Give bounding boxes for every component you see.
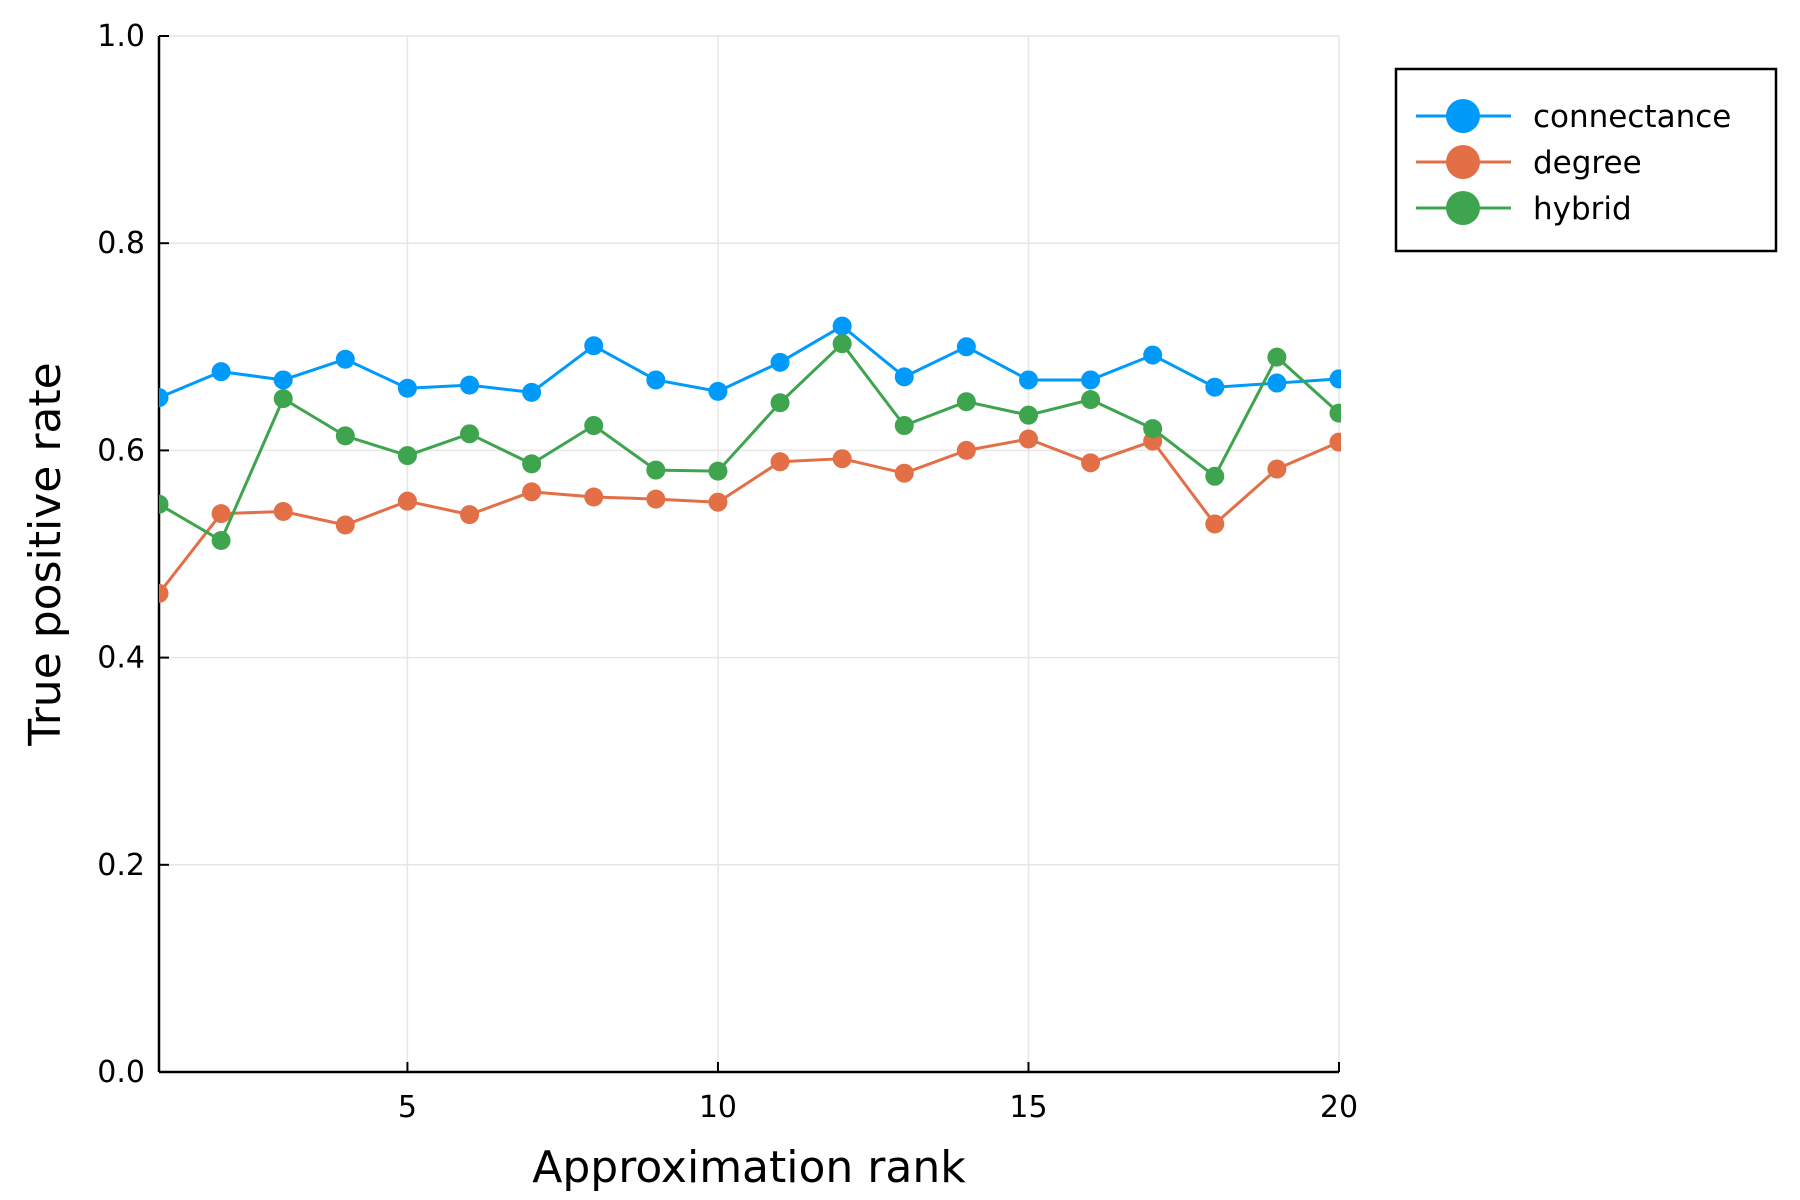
ticks: 5 10 15 20 0.0 0.2 0.4 0.6 0.8 1.0 [97,19,1358,1125]
data-point-hybrid [584,416,604,436]
data-point-connectance [1267,373,1287,393]
data-point-hybrid [1081,390,1101,410]
data-point-hybrid [211,531,231,551]
data-point-hybrid [894,416,914,436]
series-line-degree [159,437,1340,595]
data-point-degree [159,583,169,603]
data-point-degree [894,463,914,483]
data-point-connectance [335,349,355,369]
legend-label: degree [1533,145,1642,181]
data-point-hybrid [159,494,169,514]
series-layer [159,316,1341,603]
data-point-connectance [1329,369,1341,389]
data-point-connectance [1205,377,1225,397]
data-point-connectance [832,316,852,336]
data-point-hybrid [1329,403,1341,423]
data-point-connectance [159,388,169,408]
data-point-connectance [397,378,417,398]
legend-label: connectance [1533,99,1731,135]
data-point-connectance [584,336,604,356]
data-point-connectance [1018,370,1038,390]
x-axis-title: Approximation rank [532,1142,966,1193]
data-point-degree [646,489,666,509]
series-line-connectance [159,324,1340,399]
legend-label: hybrid [1533,191,1632,227]
data-point-degree [832,449,852,469]
series-hybrid [159,334,1341,551]
data-point-connectance [1143,345,1163,365]
data-point-hybrid [397,446,417,466]
data-point-connectance [522,382,542,402]
data-point-degree [1018,429,1038,449]
x-tick-label: 20 [1320,1090,1358,1125]
data-point-hybrid [708,461,728,481]
data-point-connectance [460,375,480,395]
data-point-degree [708,492,728,512]
data-point-connectance [956,337,976,357]
data-point-degree [211,504,231,524]
data-point-hybrid [460,424,480,444]
y-tick-label: 0.6 [97,433,145,468]
data-point-degree [956,440,976,460]
legend-item-hybrid: hybrid [1416,191,1632,227]
y-tick-label: 0.2 [97,848,145,883]
y-tick-label: 0.0 [97,1055,145,1090]
data-point-connectance [708,381,728,401]
data-point-hybrid [1267,347,1287,367]
data-point-degree [460,505,480,525]
data-point-hybrid [770,393,790,413]
data-point-degree [1267,459,1287,479]
data-point-hybrid [646,460,666,480]
data-point-hybrid [832,334,852,354]
legend-swatch-marker [1446,145,1480,179]
series-line-hybrid [159,342,1341,543]
data-point-hybrid [1143,419,1163,439]
data-point-hybrid [956,392,976,412]
series-connectance [159,316,1341,408]
data-point-degree [1205,514,1225,534]
legend-item-connectance: connectance [1416,99,1731,135]
data-point-hybrid [1018,405,1038,425]
legend-item-degree: degree [1416,145,1642,181]
data-point-hybrid [1205,466,1225,486]
data-point-hybrid [522,454,542,474]
data-point-connectance [894,367,914,387]
data-point-connectance [273,370,293,390]
data-point-hybrid [273,389,293,409]
axes [157,36,1339,1074]
y-tick-label: 0.4 [97,641,145,676]
data-point-degree [770,452,790,472]
y-axis-title: True positive rate [20,362,71,746]
data-point-degree [397,491,417,511]
series-degree [159,429,1341,603]
data-point-degree [584,487,604,507]
data-point-degree [522,482,542,502]
x-tick-label: 15 [1009,1090,1047,1125]
legend-swatch-marker [1446,191,1480,225]
legend: connectance degree hybrid [1394,67,1778,253]
data-point-connectance [211,362,231,382]
data-point-hybrid [335,426,355,446]
data-point-degree [273,502,293,522]
data-point-connectance [646,370,666,390]
data-point-degree [1329,432,1341,452]
x-tick-label: 5 [398,1090,417,1125]
data-point-connectance [1081,370,1101,390]
y-tick-label: 0.8 [97,226,145,261]
x-tick-label: 10 [699,1090,737,1125]
data-point-degree [1081,453,1101,473]
data-point-degree [335,515,355,535]
legend-swatch-marker [1446,99,1480,133]
data-point-connectance [770,352,790,372]
y-tick-label: 1.0 [97,19,145,54]
gridlines [159,35,1340,1073]
